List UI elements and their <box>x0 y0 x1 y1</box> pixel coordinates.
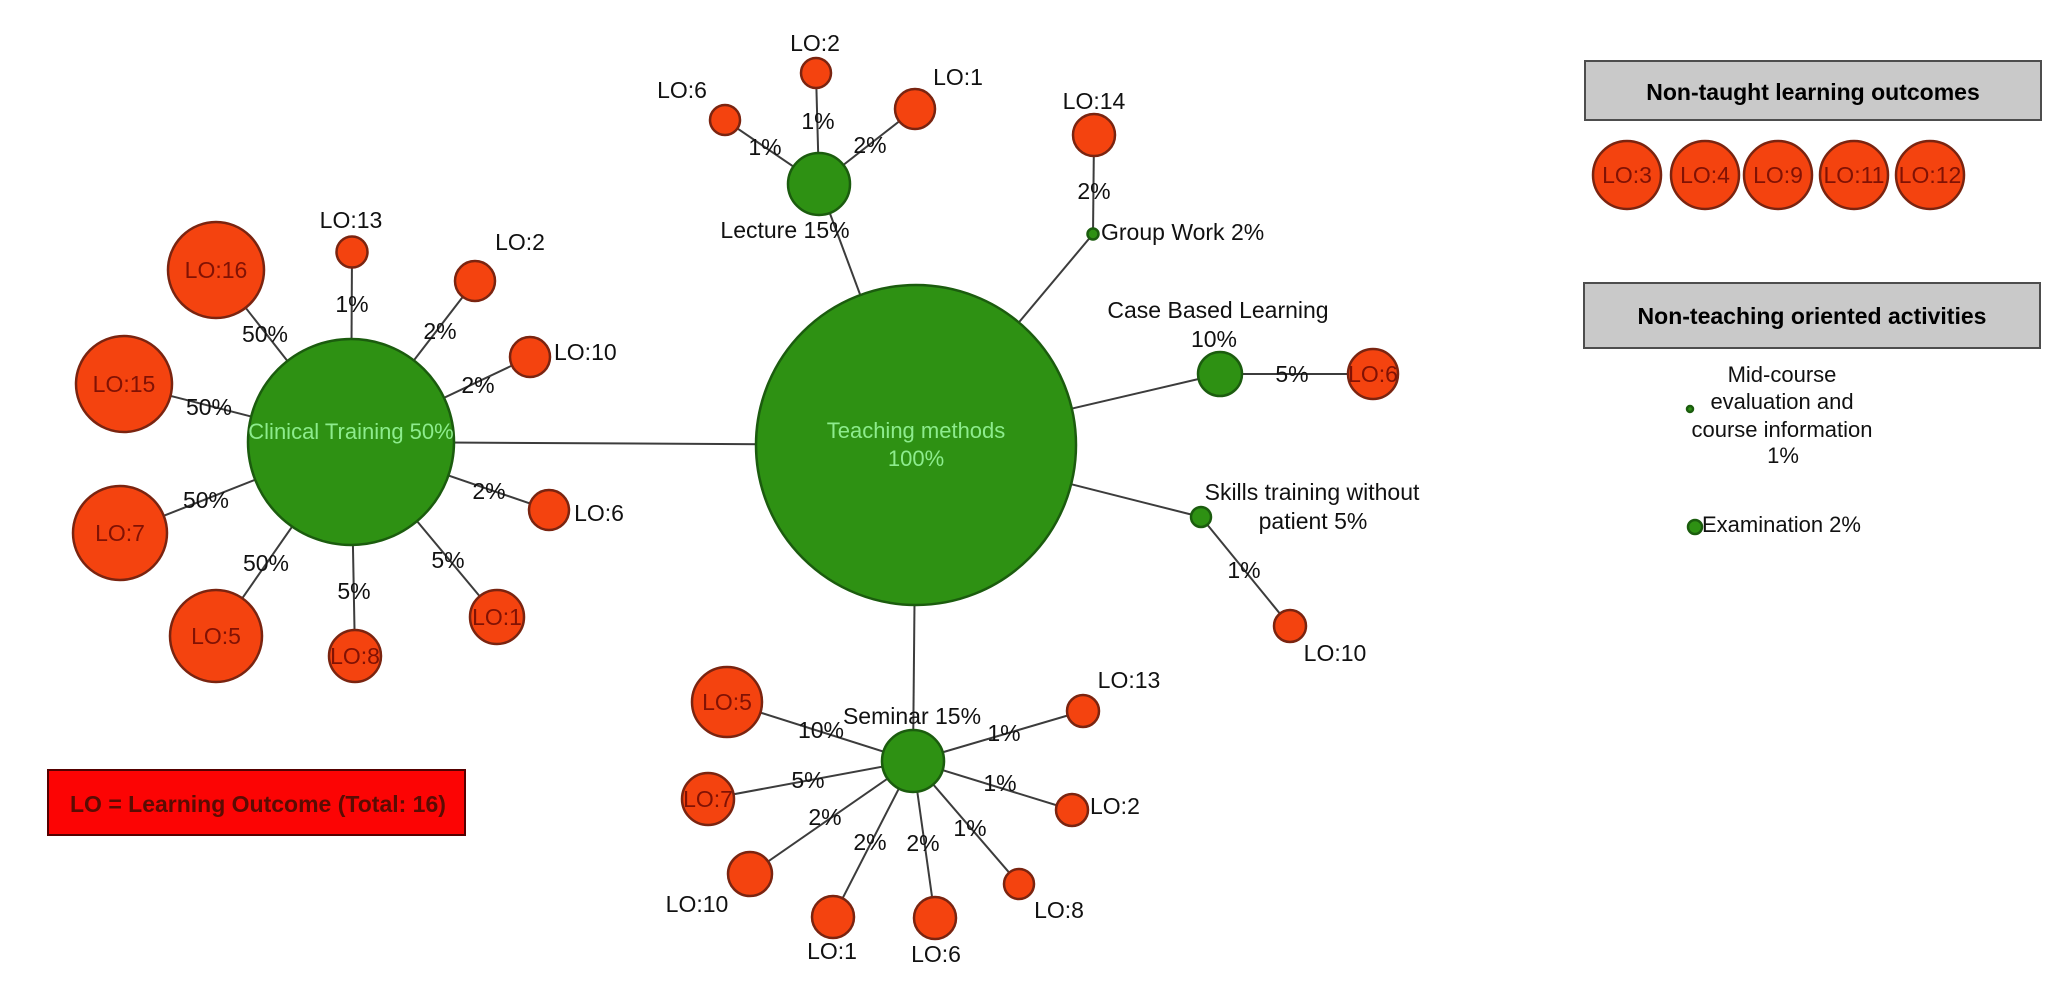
svg-text:2%: 2% <box>853 132 886 158</box>
svg-text:50%: 50% <box>186 394 232 420</box>
svg-text:LO:4: LO:4 <box>1680 162 1730 188</box>
svg-text:2%: 2% <box>1077 178 1110 204</box>
svg-text:5%: 5% <box>791 767 824 793</box>
svg-text:2%: 2% <box>461 372 494 398</box>
svg-text:LO:10: LO:10 <box>554 339 617 365</box>
svg-text:Mid-course: Mid-course <box>1728 362 1837 387</box>
svg-text:evaluation and: evaluation and <box>1710 389 1853 414</box>
svg-text:LO:7: LO:7 <box>95 520 145 546</box>
svg-text:5%: 5% <box>1275 361 1308 387</box>
svg-text:LO:1: LO:1 <box>807 938 857 964</box>
svg-text:1%: 1% <box>335 291 368 317</box>
svg-text:LO:14: LO:14 <box>1063 88 1126 114</box>
svg-text:LO:1: LO:1 <box>933 64 983 90</box>
svg-text:course information: course information <box>1692 417 1873 442</box>
svg-text:2%: 2% <box>423 318 456 344</box>
svg-text:LO:2: LO:2 <box>495 229 545 255</box>
svg-text:Teaching methods: Teaching methods <box>827 418 1006 443</box>
svg-text:Non-taught learning outcomes: Non-taught learning outcomes <box>1646 79 1980 105</box>
svg-text:1%: 1% <box>987 720 1020 746</box>
svg-text:50%: 50% <box>183 487 229 513</box>
svg-text:LO:3: LO:3 <box>1602 162 1652 188</box>
svg-text:Lecture 15%: Lecture 15% <box>720 217 849 243</box>
svg-text:Skills training without: Skills training without <box>1205 479 1420 505</box>
svg-text:1%: 1% <box>748 134 781 160</box>
svg-text:50%: 50% <box>242 321 288 347</box>
svg-text:LO:10: LO:10 <box>666 891 729 917</box>
svg-text:Seminar 15%: Seminar 15% <box>843 703 981 729</box>
svg-text:1%: 1% <box>1227 557 1260 583</box>
svg-text:LO = Learning Outcome (Total:: LO = Learning Outcome (Total: 16) <box>70 791 446 817</box>
svg-text:2%: 2% <box>808 804 841 830</box>
svg-text:5%: 5% <box>337 578 370 604</box>
svg-text:LO:10: LO:10 <box>1304 640 1367 666</box>
svg-text:1%: 1% <box>983 770 1016 796</box>
svg-text:100%: 100% <box>888 446 944 471</box>
svg-text:50%: 50% <box>243 550 289 576</box>
svg-text:LO:9: LO:9 <box>1753 162 1803 188</box>
svg-text:LO:6: LO:6 <box>911 941 961 967</box>
svg-text:LO:15: LO:15 <box>93 371 156 397</box>
svg-text:LO:6: LO:6 <box>657 77 707 103</box>
svg-text:LO:8: LO:8 <box>330 643 380 669</box>
svg-text:patient 5%: patient 5% <box>1259 508 1368 534</box>
svg-text:Case Based Learning: Case Based Learning <box>1107 297 1328 323</box>
svg-text:LO:11: LO:11 <box>1824 162 1885 188</box>
svg-text:Examination 2%: Examination 2% <box>1702 512 1861 537</box>
svg-text:LO:6: LO:6 <box>1348 361 1398 387</box>
svg-text:Group Work 2%: Group Work 2% <box>1101 219 1264 245</box>
svg-text:2%: 2% <box>906 830 939 856</box>
svg-text:10%: 10% <box>1191 326 1237 352</box>
svg-text:LO:2: LO:2 <box>790 30 840 56</box>
svg-text:LO:7: LO:7 <box>683 786 733 812</box>
svg-text:1%: 1% <box>1767 443 1799 468</box>
svg-text:2%: 2% <box>853 829 886 855</box>
svg-text:Clinical Training 50%: Clinical Training 50% <box>248 419 453 444</box>
svg-text:LO:13: LO:13 <box>320 207 383 233</box>
svg-text:LO:2: LO:2 <box>1090 793 1140 819</box>
svg-text:Non-teaching oriented activiti: Non-teaching oriented activities <box>1638 303 1987 329</box>
svg-text:LO:1: LO:1 <box>472 604 522 630</box>
svg-text:10%: 10% <box>798 717 844 743</box>
svg-text:5%: 5% <box>431 547 464 573</box>
svg-text:LO:13: LO:13 <box>1098 667 1161 693</box>
svg-text:LO:5: LO:5 <box>191 623 241 649</box>
svg-text:1%: 1% <box>801 108 834 134</box>
svg-text:LO:5: LO:5 <box>702 689 752 715</box>
svg-text:LO:16: LO:16 <box>185 257 248 283</box>
svg-text:LO:12: LO:12 <box>1899 162 1962 188</box>
svg-text:1%: 1% <box>953 815 986 841</box>
svg-text:2%: 2% <box>472 478 505 504</box>
svg-text:LO:6: LO:6 <box>574 500 624 526</box>
svg-text:LO:8: LO:8 <box>1034 897 1084 923</box>
